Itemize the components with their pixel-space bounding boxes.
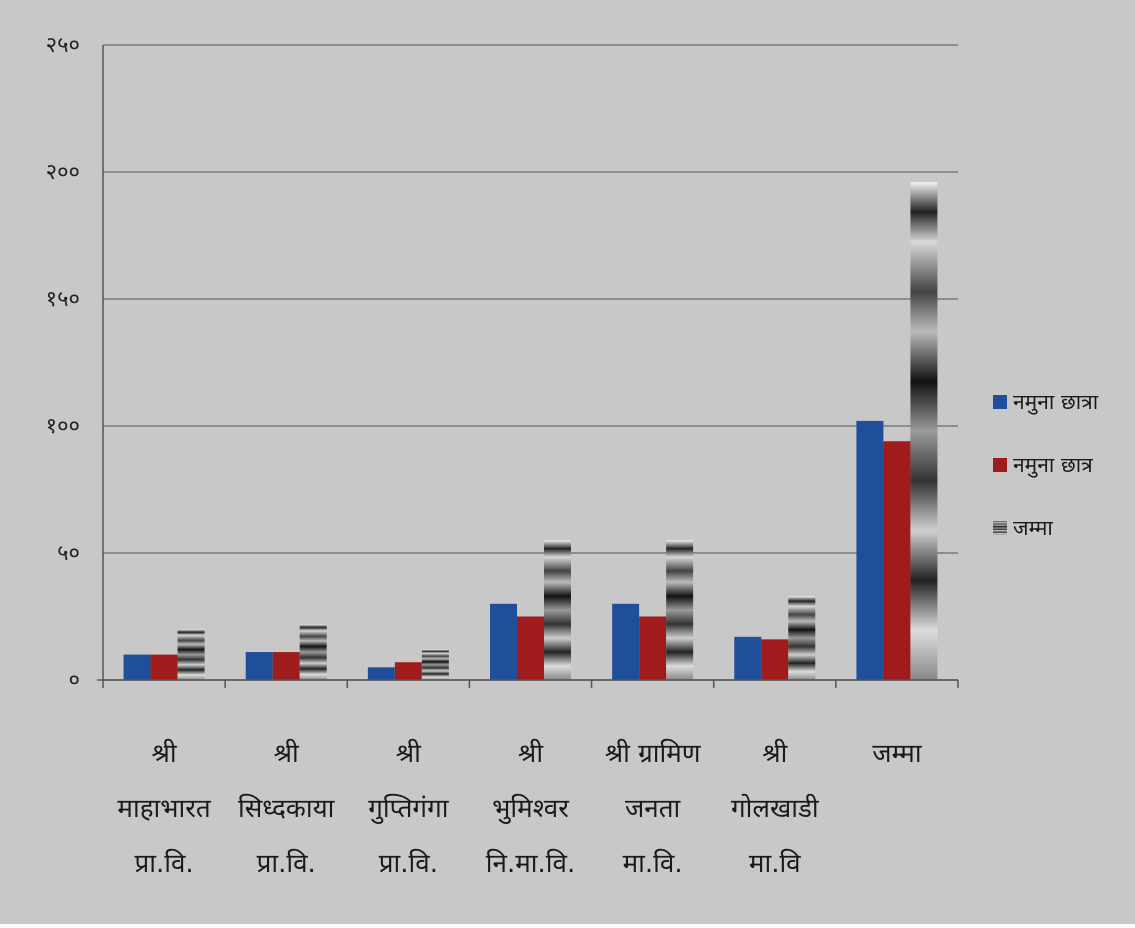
bar-female [123,654,151,680]
bar-male [639,616,667,680]
bar-layer [123,182,938,680]
bar-female [734,636,762,680]
x-tick-label: श्री [518,738,544,769]
bar-female [856,420,884,680]
x-tick-label: मा.वि. [623,848,683,879]
x-tick-label: माहाभारत [117,794,211,824]
bar-male [761,639,789,680]
x-tick-label: प्रा.वि. [134,848,193,879]
bar-total [299,624,327,680]
bar-male [394,662,422,680]
label-layer: ० ५० १०० १५० २०० २५० श्री माहाभारत प्रा.वि. श्री स… [46,33,923,879]
bar-total [177,629,205,680]
x-tick-label: जनता [625,794,682,824]
legend-label: जम्मा [1013,516,1053,540]
x-tick-label: गुप्तिगंगा [368,793,449,824]
x-tick-label: भुमिश्वर [492,793,570,824]
y-tick-label: ० [69,668,80,693]
bar-male [883,441,911,680]
legend-swatch [993,458,1007,472]
x-tick-label: श्री [762,738,788,769]
x-tick-label: जम्मा [872,739,923,769]
bar-total [666,540,694,680]
bar-female [245,652,273,680]
x-tick-label: श्री ग्रामिण [605,738,702,769]
x-tick-label: गोलखाडी [731,793,820,824]
y-tick-label: ५० [57,541,80,566]
x-tick-label: प्रा.वि. [257,848,316,879]
x-tick-label: प्रा.वि. [379,848,438,879]
x-tick-label: श्री [274,738,300,769]
legend-label: नमुना छात्रा [1013,390,1099,415]
bar-female [490,603,517,680]
axis-layer [97,45,959,688]
legend-swatch [993,521,1007,535]
x-tick-label: सिध्दकाया [238,793,336,824]
bar-female [612,603,640,680]
legend: नमुना छात्रा नमुना छात्र जम्मा [993,390,1099,540]
x-tick-label: श्री [151,738,177,769]
bar-total [544,540,571,680]
bar-total [788,596,816,680]
legend-swatch [993,395,1007,409]
y-tick-label: २५० [46,33,80,58]
y-tick-label: १५० [46,287,80,312]
bar-total [910,182,938,680]
legend-label: नमुना छात्र [1013,453,1093,478]
y-tick-label: २०० [46,160,80,185]
bar-male [150,654,178,680]
bar-female [367,667,395,680]
bar-total [421,649,449,680]
x-tick-label: नि.मा.वि. [486,848,575,879]
bar-male [272,652,300,680]
bar-male [517,616,544,680]
y-tick-label: १०० [46,414,80,439]
x-tick-label: मा.वि [749,848,801,879]
x-tick-label: श्री [396,738,422,769]
